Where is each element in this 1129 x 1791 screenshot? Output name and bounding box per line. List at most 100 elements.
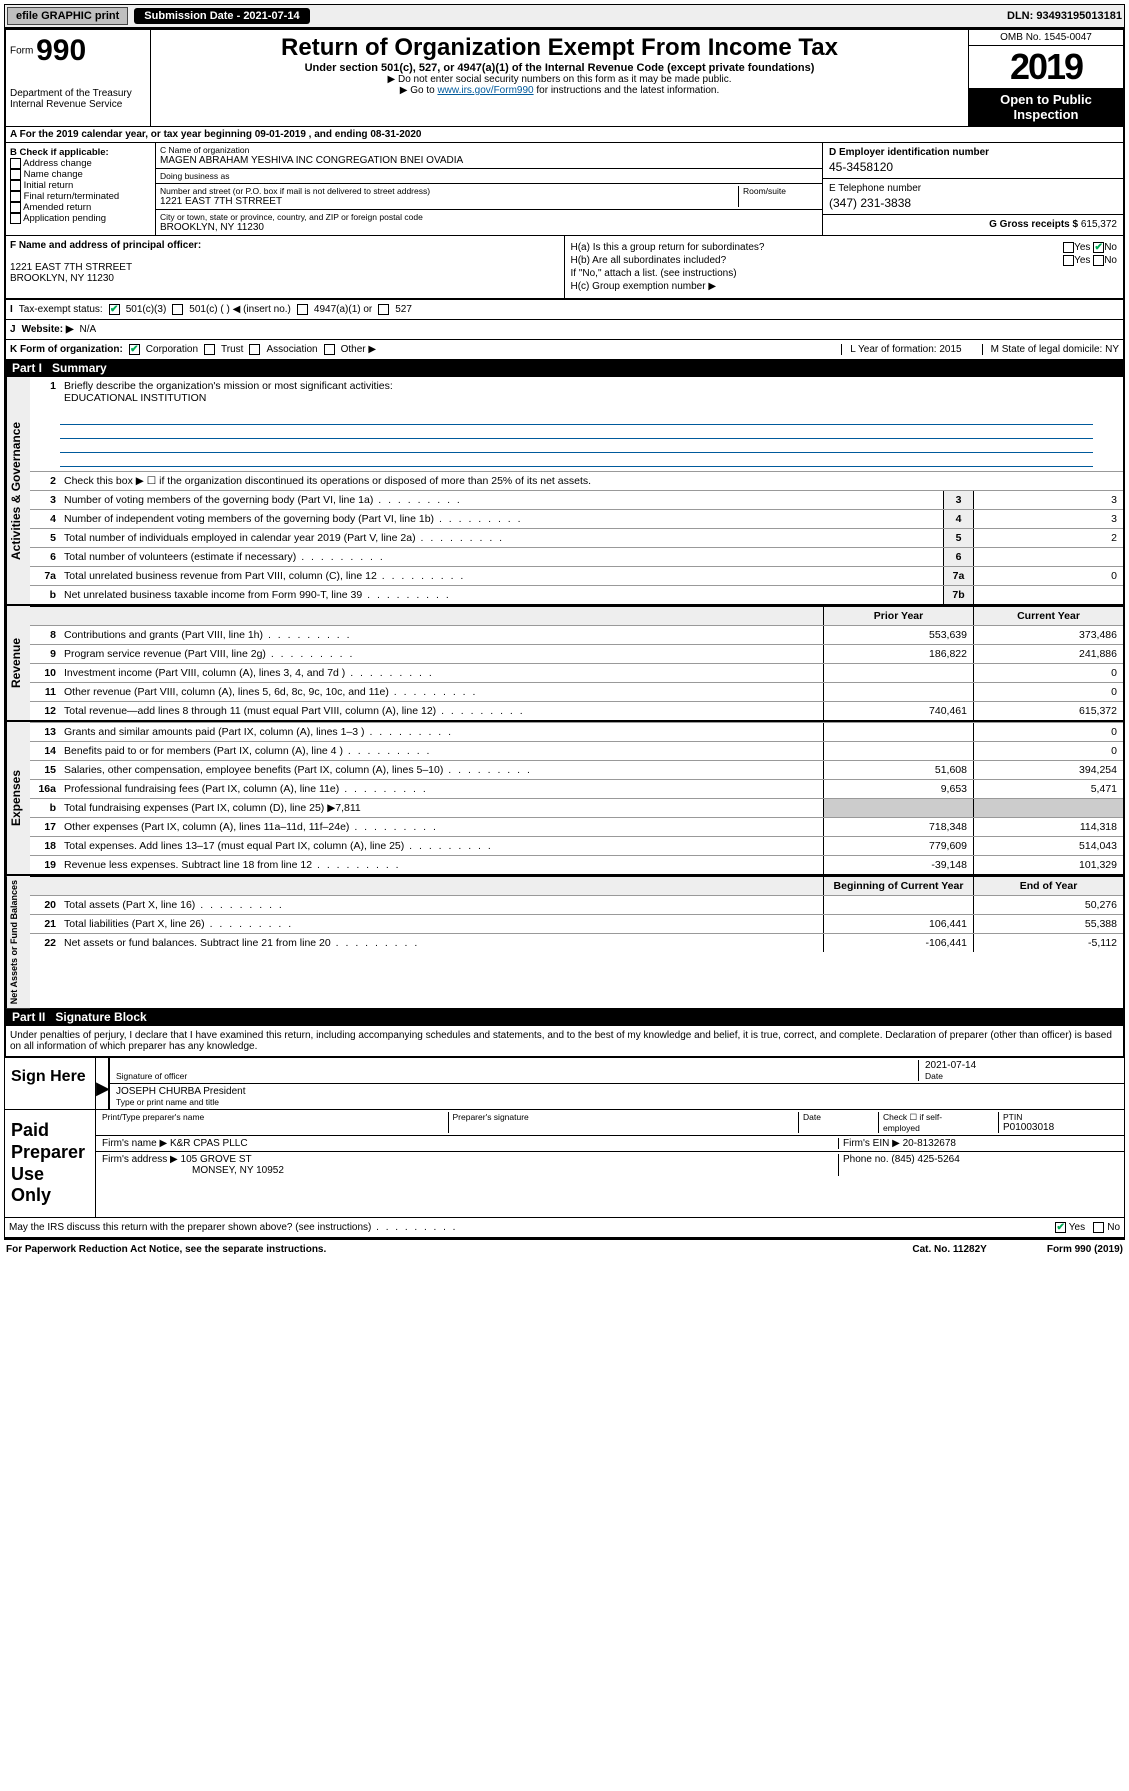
prep-sig-label: Preparer's signature <box>453 1112 779 1122</box>
cb-discuss-yes[interactable] <box>1055 1222 1066 1233</box>
gov-line-b: bNet unrelated business taxable income f… <box>30 585 1123 604</box>
phone-label: E Telephone number <box>829 183 921 194</box>
sig-date: 2021-07-14 <box>925 1060 1118 1071</box>
k-label: K Form of organization: <box>10 344 123 355</box>
box-b: B Check if applicable: Address change Na… <box>6 143 156 235</box>
tax-status-label: Tax-exempt status: <box>19 304 103 315</box>
exp-line-16a: 16aProfessional fundraising fees (Part I… <box>30 779 1123 798</box>
box-f: F Name and address of principal officer:… <box>6 236 565 298</box>
exp-line-b: bTotal fundraising expenses (Part IX, co… <box>30 798 1123 817</box>
rev-line-11: 11Other revenue (Part VIII, column (A), … <box>30 682 1123 701</box>
cb-address-change[interactable]: Address change <box>10 158 151 169</box>
officer-addr2: BROOKLYN, NY 11230 <box>10 273 114 284</box>
room-label: Room/suite <box>743 186 818 196</box>
hdr-current-year: Current Year <box>973 607 1123 625</box>
opt-trust: Trust <box>221 344 243 355</box>
subtitle-3: ▶ Go to www.irs.gov/Form990 for instruct… <box>155 85 964 96</box>
opt-4947: 4947(a)(1) or <box>314 304 372 315</box>
footer-cat: Cat. No. 11282Y <box>912 1244 986 1255</box>
part-ii-header: Part II Signature Block <box>6 1008 1123 1026</box>
firm-addr-label: Firm's address ▶ <box>102 1154 178 1165</box>
exp-line-19: 19Revenue less expenses. Subtract line 1… <box>30 855 1123 874</box>
h-b: H(b) Are all subordinates included? <box>571 255 997 266</box>
gov-line-5: 5Total number of individuals employed in… <box>30 528 1123 547</box>
cb-501c3[interactable] <box>109 304 120 315</box>
cb-trust[interactable] <box>204 344 215 355</box>
row-a-period: A For the 2019 calendar year, or tax yea… <box>6 127 1123 143</box>
efile-btn[interactable]: efile GRAPHIC print <box>7 7 128 25</box>
firm-name: K&R CPAS PLLC <box>170 1138 248 1149</box>
sub3-pre: ▶ Go to <box>400 85 438 96</box>
line-2: Check this box ▶ ☐ if the organization d… <box>60 472 1123 490</box>
sub3-post: for instructions and the latest informat… <box>536 85 719 96</box>
box-h: H(a) Is this a group return for subordin… <box>565 236 1124 298</box>
title-cell: Return of Organization Exempt From Incom… <box>151 30 968 126</box>
cb-final-return[interactable]: Final return/terminated <box>10 191 151 202</box>
dln: DLN: 93493195013181 <box>1007 10 1122 22</box>
section-fh: F Name and address of principal officer:… <box>6 236 1123 299</box>
sign-arrow-icon: ▶ <box>95 1058 109 1109</box>
mission-prompt: Briefly describe the organization's miss… <box>64 380 393 392</box>
cb-name-change[interactable]: Name change <box>10 169 151 180</box>
open-public: Open to Public Inspection <box>969 88 1123 126</box>
opt-501c3: 501(c)(3) <box>126 304 167 315</box>
row-j-website: J Website: ▶ N/A <box>6 319 1123 339</box>
hdr-begin-year: Beginning of Current Year <box>823 877 973 895</box>
gross-value: 615,372 <box>1081 219 1117 230</box>
opt-527: 527 <box>395 304 412 315</box>
gov-line-7a: 7aTotal unrelated business revenue from … <box>30 566 1123 585</box>
year-formation: L Year of formation: 2015 <box>841 344 961 355</box>
cb-amended[interactable]: Amended return <box>10 202 151 213</box>
rev-line-10: 10Investment income (Part VIII, column (… <box>30 663 1123 682</box>
perjury-statement: Under penalties of perjury, I declare th… <box>6 1026 1123 1056</box>
topbar: efile GRAPHIC print Submission Date - 20… <box>4 4 1125 28</box>
firm-addr2: MONSEY, NY 10952 <box>102 1165 284 1176</box>
discuss-question: May the IRS discuss this return with the… <box>9 1222 457 1233</box>
section-governance: Activities & Governance 1 Briefly descri… <box>6 377 1123 606</box>
na-line-21: 21Total liabilities (Part X, line 26)106… <box>30 914 1123 933</box>
ein-value: 45-3458120 <box>829 160 1117 174</box>
cb-other[interactable] <box>324 344 335 355</box>
cb-4947[interactable] <box>297 304 308 315</box>
instructions-link[interactable]: www.irs.gov/Form990 <box>437 85 533 96</box>
cb-app-pending[interactable]: Application pending <box>10 213 151 224</box>
submission-date: Submission Date - 2021-07-14 <box>134 8 309 24</box>
gross-label: G Gross receipts $ <box>989 219 1078 230</box>
gov-line-6: 6Total number of volunteers (estimate if… <box>30 547 1123 566</box>
gov-line-4: 4Number of independent voting members of… <box>30 509 1123 528</box>
exp-line-14: 14Benefits paid to or for members (Part … <box>30 741 1123 760</box>
open2: Inspection <box>971 107 1121 122</box>
box-c: C Name of organization MAGEN ABRAHAM YES… <box>156 143 823 235</box>
cb-assoc[interactable] <box>249 344 260 355</box>
cb-501c[interactable] <box>172 304 183 315</box>
ptin-value: P01003018 <box>1003 1122 1118 1133</box>
part-i-title: Summary <box>52 361 107 375</box>
opt-501c: 501(c) ( ) ◀ (insert no.) <box>189 304 291 315</box>
prep-name-label: Print/Type preparer's name <box>102 1112 428 1122</box>
cb-discuss-no[interactable] <box>1093 1222 1104 1233</box>
ptin-label: PTIN <box>1003 1112 1118 1122</box>
expenses-label: Expenses <box>6 722 30 874</box>
footer: For Paperwork Reduction Act Notice, see … <box>4 1240 1125 1259</box>
firm-phone-label: Phone no. <box>843 1154 889 1165</box>
na-line-22: 22Net assets or fund balances. Subtract … <box>30 933 1123 952</box>
form-container: Form 990 Department of the Treasury Inte… <box>4 28 1125 1058</box>
exp-line-15: 15Salaries, other compensation, employee… <box>30 760 1123 779</box>
website-label: Website: ▶ <box>22 324 74 335</box>
subtitle-2: ▶ Do not enter social security numbers o… <box>155 74 964 85</box>
cb-initial-return[interactable]: Initial return <box>10 180 151 191</box>
h-a: H(a) Is this a group return for subordin… <box>571 242 997 253</box>
form-number: 990 <box>36 34 86 67</box>
part-i-header: Part I Summary <box>6 359 1123 377</box>
mission-text: EDUCATIONAL INSTITUTION <box>64 392 206 404</box>
gov-line-3: 3Number of voting members of the governi… <box>30 490 1123 509</box>
rev-line-9: 9Program service revenue (Part VIII, lin… <box>30 644 1123 663</box>
self-emp-label: Check ☐ if self-employed <box>883 1112 978 1133</box>
ein-label: D Employer identification number <box>829 147 989 158</box>
omb-number: OMB No. 1545-0047 <box>969 30 1123 46</box>
section-net-assets: Net Assets or Fund Balances Beginning of… <box>6 876 1123 1008</box>
dept-label: Department of the Treasury Internal Reve… <box>10 88 146 110</box>
cb-corporation[interactable] <box>129 344 140 355</box>
cb-527[interactable] <box>378 304 389 315</box>
revenue-label: Revenue <box>6 606 30 720</box>
